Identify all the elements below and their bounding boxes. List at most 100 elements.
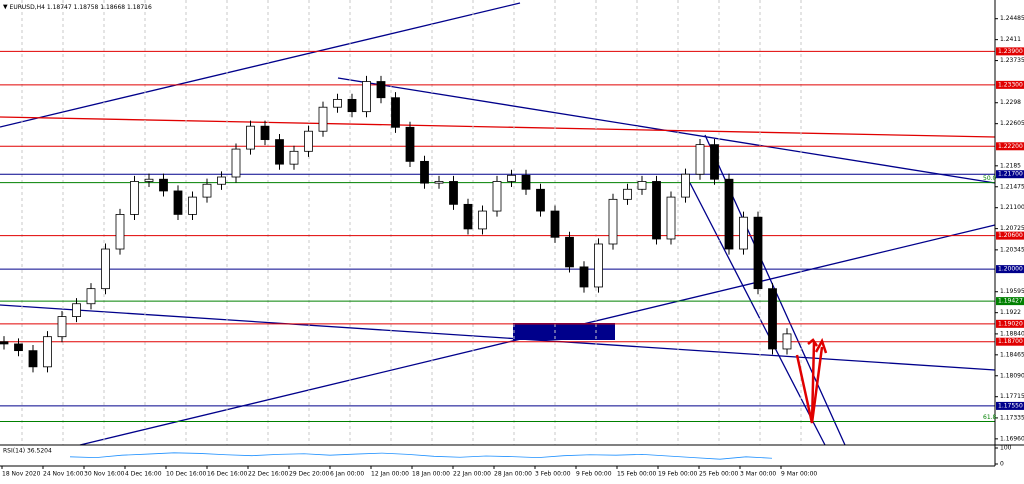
candle-body [231, 148, 241, 178]
candle-body [608, 198, 618, 245]
candle-body [782, 333, 792, 350]
x-tick-label: 3 Feb 00:00 [535, 471, 571, 478]
y-tick-label: 1.2185 [1000, 162, 1021, 169]
candle-body [159, 178, 168, 192]
candle-body [579, 266, 589, 288]
level-tag [996, 265, 1024, 274]
x-tick-label: 15 Feb 00:00 [617, 471, 657, 478]
candle-body [0, 341, 9, 345]
candle-body [391, 97, 400, 128]
rsi-label: RSI(14) 36.5204 [3, 448, 52, 455]
level-tag-label: 1.20000 [998, 266, 1023, 273]
x-tick-label: 28 Jan 00:00 [494, 471, 532, 478]
y-tick-label: 1.20725 [1000, 225, 1024, 232]
y-tick-label: 1.1922 [1000, 309, 1021, 316]
candle-body [347, 98, 357, 113]
candle-body [318, 106, 328, 132]
trend-line [0, 304, 996, 371]
candle-body [463, 203, 473, 230]
rsi-tick-label: 100 [1000, 445, 1012, 452]
plot-area [0, 0, 996, 446]
y-tick-label: 1.21100 [1000, 204, 1024, 211]
candle-body [724, 178, 734, 250]
candle-body [173, 190, 183, 215]
x-tick-label: 18 Nov 2020 [2, 471, 41, 478]
x-tick-label: 25 Feb 00:00 [699, 471, 739, 478]
candle-body [202, 183, 212, 198]
candle-body [86, 288, 96, 305]
candle-body [710, 144, 719, 180]
chart-title-text: EURUSD,H4 1.18747 1.18758 1.18668 1.1871… [10, 4, 152, 11]
x-tick-label: 24 Nov 16:00 [43, 471, 84, 478]
x-tick-label: 19 Feb 00:00 [658, 471, 698, 478]
level-tag-label: 1.18700 [998, 338, 1023, 345]
candle-body [144, 178, 154, 182]
candle-body [434, 181, 444, 184]
level-tag [996, 170, 1024, 179]
y-tick-label: 1.17715 [1000, 393, 1024, 400]
level-tag [996, 337, 1024, 346]
y-tick-label: 1.20345 [1000, 246, 1024, 253]
candle-body [130, 181, 139, 215]
candle-body [521, 174, 531, 190]
candle-body [217, 176, 226, 185]
candle-body [376, 81, 386, 99]
y-tick-label: 1.24485 [1000, 15, 1024, 22]
candle-body [681, 173, 690, 198]
x-tick-label: 10 Dec 16:00 [166, 471, 207, 478]
rsi-tick-label: 0 [1000, 461, 1004, 468]
candle-body [695, 144, 705, 175]
candle-body [550, 210, 560, 238]
level-tag-label: 1.23300 [998, 81, 1023, 88]
x-tick-label: 9 Mar 00:00 [781, 471, 817, 478]
y-tick-label: 1.2298 [1000, 99, 1021, 106]
candle-body [492, 181, 502, 212]
x-tick-label: 4 Dec 16:00 [125, 471, 162, 478]
y-tick-label: 1.21475 [1000, 183, 1024, 190]
level-tag-label: 1.21700 [998, 171, 1023, 178]
level-tag-label: 1.20600 [998, 232, 1023, 239]
candle-body [289, 150, 299, 165]
x-tick-label: 29 Dec 20:00 [289, 471, 330, 478]
candle-body [753, 216, 763, 290]
candle-body [405, 126, 415, 162]
level-tag-label: 1.19020 [998, 320, 1023, 327]
x-tick-label: 6 Jan 00:00 [330, 471, 364, 478]
candle-body [420, 160, 429, 184]
candle-body [536, 188, 545, 212]
x-tick-label: 16 Dec 16:00 [207, 471, 248, 478]
candle-body [623, 188, 632, 200]
candle-body [43, 336, 52, 368]
y-tick-label: 1.18465 [1000, 351, 1024, 358]
candle-body [739, 216, 748, 250]
candle-body [594, 243, 603, 288]
candle-body [115, 214, 125, 250]
level-tag [996, 319, 1024, 328]
candle-body [57, 316, 67, 338]
fib-label: 61.8 [983, 414, 997, 421]
y-tick-label: 1.18090 [1000, 372, 1024, 379]
level-tag [996, 47, 1024, 56]
candle-body [507, 174, 516, 182]
level-tag [996, 297, 1024, 306]
rsi-line [69, 452, 773, 460]
chart-title: ▼ EURUSD,H4 1.18747 1.18758 1.18668 1.18… [3, 4, 152, 11]
x-tick-label: 18 Jan 00:00 [412, 471, 450, 478]
level-tag [996, 142, 1024, 151]
y-tick-label: 1.17335 [1000, 414, 1024, 421]
x-tick-label: 30 Nov 16:00 [84, 471, 125, 478]
x-tick-label: 9 Feb 00:00 [576, 471, 612, 478]
candle-body [14, 343, 23, 352]
channel-line [689, 182, 826, 446]
candle-body [101, 248, 110, 290]
candle-body [304, 130, 313, 152]
candle-body [449, 181, 458, 205]
level-tag [996, 401, 1024, 410]
candle-body [275, 139, 284, 165]
y-tick-label: 1.22605 [1000, 120, 1024, 127]
y-tick-label: 1.18840 [1000, 330, 1024, 337]
candle-body [652, 181, 661, 240]
candle-body [260, 125, 270, 140]
x-tick-label: 22 Dec 16:00 [248, 471, 289, 478]
